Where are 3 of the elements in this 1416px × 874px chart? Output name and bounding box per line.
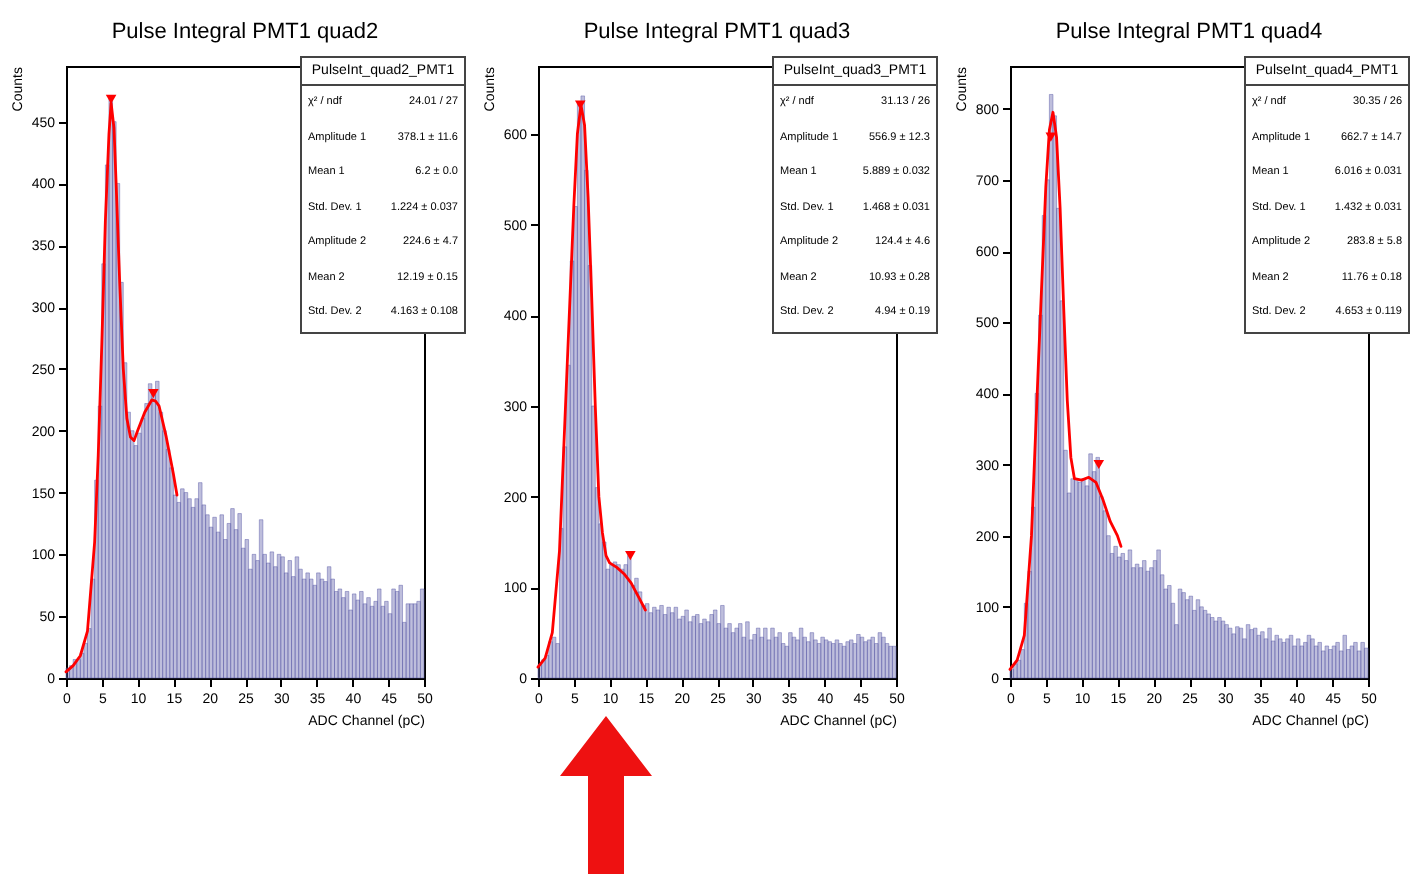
chart-title: Pulse Integral PMT1 quad2 bbox=[111, 20, 379, 44]
chart-title: Pulse Integral PMT1 quad3 bbox=[583, 20, 851, 44]
chart-title: Pulse Integral PMT1 quad4 bbox=[1055, 20, 1323, 44]
